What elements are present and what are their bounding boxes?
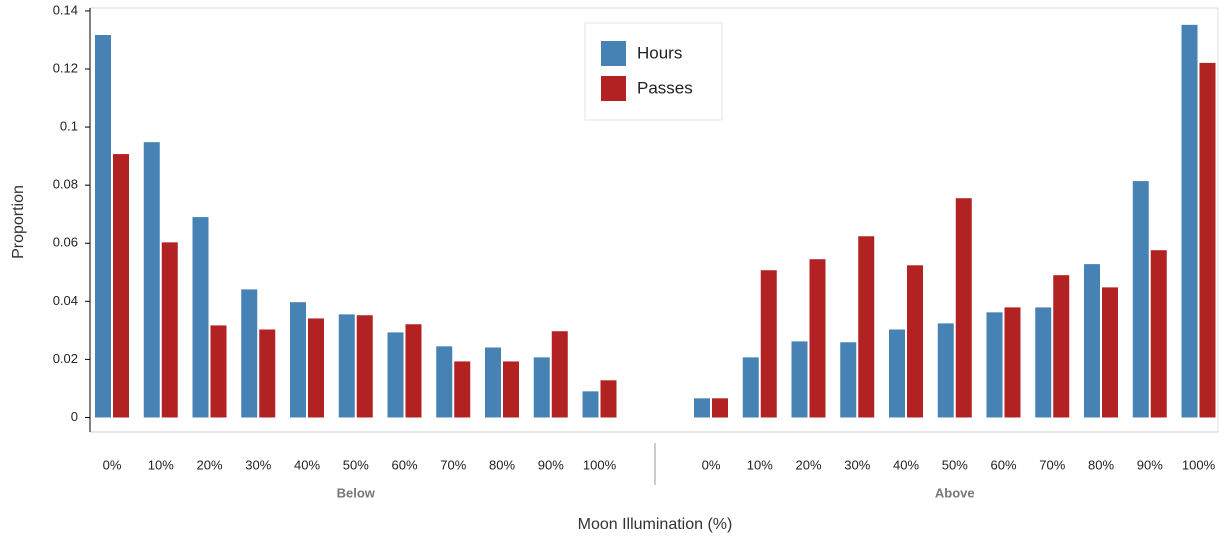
bar <box>791 341 808 418</box>
legend-box <box>584 22 723 121</box>
bar <box>1035 307 1052 418</box>
legend-swatch <box>601 41 626 66</box>
bar <box>259 329 276 418</box>
bar <box>405 324 422 418</box>
x-tick-label: 60% <box>391 457 417 472</box>
y-tick-label: 0.12 <box>53 60 78 75</box>
x-tick-label: 80% <box>489 457 515 472</box>
x-tick-label: 30% <box>844 457 870 472</box>
x-tick-label: 0% <box>702 457 721 472</box>
x-tick-label: 70% <box>1039 457 1065 472</box>
x-tick-label: 60% <box>990 457 1016 472</box>
legend-label: Passes <box>637 78 693 97</box>
bar <box>161 242 178 418</box>
bar <box>986 312 1003 418</box>
y-axis-title: Proportion <box>10 185 27 259</box>
x-tick-label: 10% <box>747 457 773 472</box>
legend-label: Hours <box>637 43 682 62</box>
bar <box>889 329 905 418</box>
bar <box>241 289 258 418</box>
bar <box>1053 275 1070 418</box>
bar <box>858 236 875 418</box>
y-tick-label: 0.14 <box>53 2 78 17</box>
bar <box>809 259 826 418</box>
bar <box>533 357 550 418</box>
bar <box>840 342 857 418</box>
bar <box>694 398 710 418</box>
group-label: Above <box>935 485 975 500</box>
y-tick-label: 0.02 <box>53 351 78 366</box>
bar <box>937 323 954 418</box>
x-tick-label: 0% <box>103 457 122 472</box>
bar <box>485 347 501 418</box>
bar <box>1004 307 1021 418</box>
bar <box>760 270 777 418</box>
x-tick-label: 80% <box>1088 457 1114 472</box>
x-tick-label: 10% <box>148 457 174 472</box>
x-tick-label: 70% <box>440 457 466 472</box>
x-tick-label: 30% <box>245 457 271 472</box>
bar <box>1199 62 1216 418</box>
x-tick-label: 20% <box>196 457 222 472</box>
bar <box>1084 264 1100 418</box>
bar <box>1181 24 1198 418</box>
bar <box>290 302 306 418</box>
y-tick-label: 0.04 <box>53 293 78 308</box>
bar <box>308 318 324 418</box>
x-axis-title: Moon Illumination (%) <box>578 516 733 533</box>
y-tick-label: 0.08 <box>53 177 78 192</box>
bar <box>338 314 355 418</box>
bar <box>387 332 404 418</box>
x-tick-label: 90% <box>538 457 564 472</box>
bar <box>551 331 568 418</box>
bar <box>1150 250 1167 418</box>
x-tick-label: 100% <box>1182 457 1216 472</box>
bar <box>454 361 471 418</box>
bar <box>1102 287 1118 418</box>
x-tick-label: 40% <box>294 457 320 472</box>
group-label: Below <box>337 485 376 500</box>
bar <box>742 357 759 418</box>
x-tick-label: 40% <box>893 457 919 472</box>
x-tick-label: 90% <box>1137 457 1163 472</box>
bar <box>356 315 373 418</box>
bar <box>192 217 209 418</box>
bar <box>907 265 923 418</box>
bar <box>600 380 617 418</box>
bar <box>113 154 129 418</box>
x-tick-label: 50% <box>942 457 968 472</box>
bar <box>95 35 111 418</box>
y-tick-label: 0.1 <box>60 119 78 134</box>
bar <box>436 346 453 418</box>
bar <box>582 391 599 418</box>
bar <box>955 198 972 418</box>
bar <box>503 361 519 418</box>
bar <box>712 398 728 418</box>
y-tick-label: 0 <box>71 409 78 424</box>
bar <box>210 325 227 418</box>
y-tick-label: 0.06 <box>53 235 78 250</box>
bar <box>1132 181 1149 418</box>
x-tick-label: 20% <box>795 457 821 472</box>
bar <box>143 142 160 418</box>
x-tick-label: 50% <box>343 457 369 472</box>
x-tick-label: 100% <box>583 457 617 472</box>
legend-swatch <box>601 76 626 101</box>
